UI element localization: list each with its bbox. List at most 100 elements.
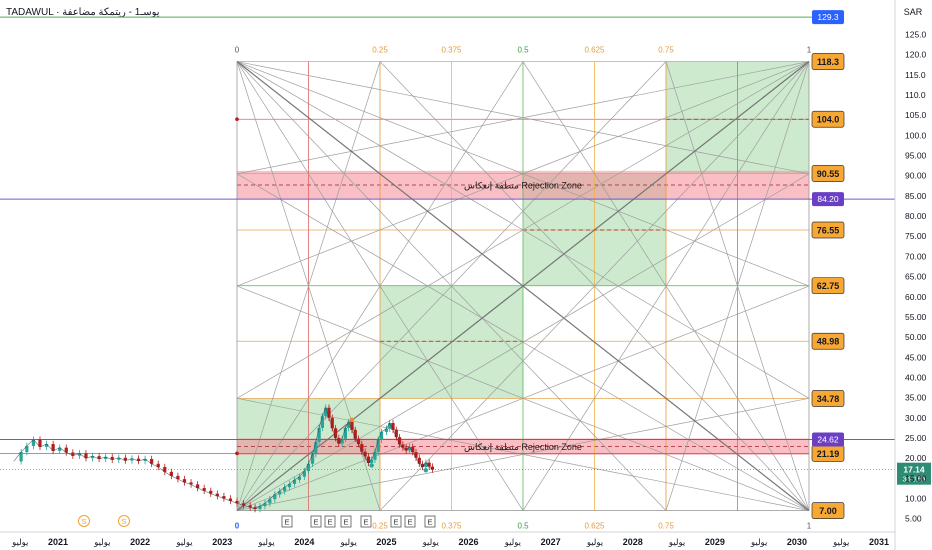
earnings-event-marker[interactable]: E	[324, 515, 336, 528]
earnings-event-marker[interactable]: E	[424, 515, 436, 528]
price-candle	[317, 427, 321, 443]
y-tick-label: 45.00	[905, 352, 927, 362]
svg-text:7.00: 7.00	[819, 506, 837, 516]
earnings-event-marker[interactable]: E	[310, 515, 322, 528]
price-level-label: 7.00	[811, 502, 845, 519]
price-candle	[104, 456, 108, 459]
price-candle	[130, 458, 134, 461]
x-tick-label: يوليو	[504, 537, 522, 547]
top-level-badge: 129.3	[812, 10, 844, 25]
x-tick-label: يوليو	[340, 537, 358, 547]
price-candle	[340, 438, 344, 444]
price-candle	[136, 458, 141, 461]
earnings-event-marker[interactable]: E	[281, 515, 293, 528]
x-tick-label: 2026	[459, 537, 479, 547]
price-candle	[306, 463, 311, 472]
fib-level-bottom: 0.25	[372, 522, 388, 531]
svg-text:129.3: 129.3	[817, 12, 839, 22]
svg-text:21.19: 21.19	[817, 449, 840, 459]
axis-special-label: 84.20	[812, 192, 844, 207]
price-level-label: 76.55	[811, 221, 845, 239]
price-candle	[51, 444, 55, 451]
price-candle	[202, 488, 206, 491]
price-candle	[215, 493, 219, 497]
earnings-event-marker[interactable]: E	[404, 515, 416, 528]
price-candle	[241, 503, 246, 506]
price-candle	[424, 462, 428, 468]
price-candle	[394, 429, 398, 438]
price-candle	[176, 475, 180, 480]
y-tick-label: 115.0	[905, 70, 926, 80]
fib-level-top: 0.625	[584, 46, 605, 55]
y-tick-label: 25.00	[905, 433, 927, 443]
fib-level-top: 0.25	[372, 46, 388, 55]
fib-level-bottom: 0.375	[441, 522, 462, 531]
x-tick-label: 2021	[48, 537, 68, 547]
x-tick-label: يوليو	[832, 537, 850, 547]
x-tick-label: يوليو	[257, 537, 275, 547]
price-candle	[117, 457, 121, 460]
price-candle	[25, 446, 29, 453]
price-level-label: 48.98	[811, 332, 845, 350]
y-tick-label: 70.00	[905, 251, 927, 261]
price-level-label: 118.3	[811, 53, 845, 70]
svg-text:76.55: 76.55	[817, 225, 840, 235]
y-tick-label: 75.00	[905, 231, 927, 241]
price-candle	[420, 463, 425, 468]
symbol-title: TADAWUL · يوسـ1 - ريتمكة مضاعفة	[6, 7, 160, 18]
price-candle	[189, 482, 193, 485]
x-tick-label: يوليو	[586, 537, 604, 547]
price-candle	[273, 494, 277, 500]
price-candle	[38, 439, 42, 447]
earnings-event-marker[interactable]: E	[360, 515, 372, 528]
price-candle	[360, 444, 364, 452]
earnings-event-marker[interactable]: E	[390, 515, 402, 528]
price-candle	[253, 507, 257, 509]
x-tick-label: 2027	[541, 537, 561, 547]
split-event-marker[interactable]: S	[78, 515, 90, 527]
svg-text:84.20: 84.20	[817, 194, 839, 204]
price-candle	[314, 442, 318, 455]
price-candle	[77, 453, 81, 456]
y-tick-label: 10.00	[905, 494, 927, 504]
fib-level-top: 0.5	[517, 46, 529, 55]
price-candle	[163, 467, 167, 472]
price-candle	[297, 476, 302, 480]
y-tick-label: 110.0	[905, 90, 926, 100]
svg-text:118.3: 118.3	[817, 57, 839, 67]
y-tick-label: 40.00	[905, 372, 927, 382]
price-line	[13, 406, 433, 510]
price-candle	[347, 421, 351, 428]
x-tick-label: 2022	[130, 537, 150, 547]
svg-text:104.0: 104.0	[817, 115, 840, 125]
price-candle	[333, 428, 338, 438]
price-candle	[330, 417, 334, 429]
price-candle	[427, 462, 431, 467]
price-candle	[248, 505, 252, 508]
price-candle	[84, 453, 88, 459]
axis-special-label: 24.62	[812, 432, 844, 447]
price-candle	[123, 457, 127, 461]
svg-text:24.62: 24.62	[817, 435, 839, 445]
svg-text:48.98: 48.98	[817, 337, 840, 347]
level-marker	[235, 451, 239, 456]
y-tick-label: 35.00	[905, 393, 927, 403]
y-tick-label: 15.00	[905, 473, 927, 483]
price-candle	[235, 500, 239, 504]
price-candle	[391, 423, 395, 430]
rejection-zone-label: منطقة إنعكاس Rejection Zone	[464, 180, 582, 191]
price-candle	[44, 444, 49, 447]
split-event-marker[interactable]: S	[118, 515, 130, 527]
svg-text:E: E	[343, 518, 348, 527]
earnings-event-marker[interactable]: E	[340, 515, 352, 528]
price-candle	[376, 439, 380, 452]
price-candle	[196, 484, 200, 489]
svg-text:S: S	[81, 517, 86, 526]
y-tick-label: 120.0	[905, 50, 927, 60]
price-candle	[430, 466, 435, 470]
price-candle	[97, 456, 101, 459]
price-candle	[343, 427, 347, 439]
price-candle	[411, 446, 415, 453]
price-candle	[366, 456, 370, 463]
